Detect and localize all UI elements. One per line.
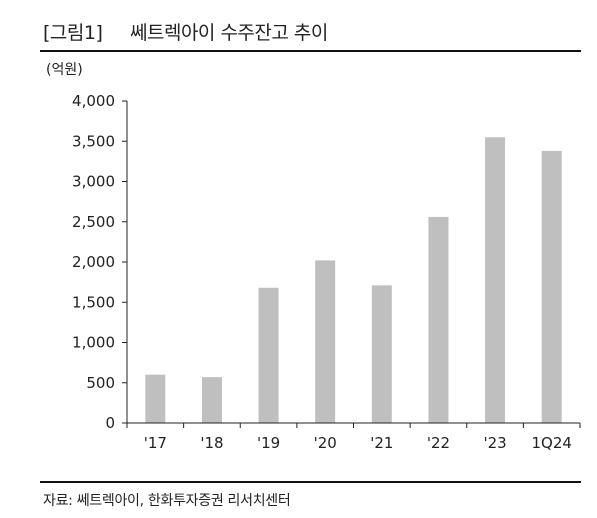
y-tick-label: 3,500: [72, 132, 115, 150]
bars: [145, 137, 562, 423]
bar: [258, 287, 279, 423]
bar: [541, 150, 562, 423]
figure-header: [그림1] 쎄트렉아이 수주잔고 추이: [0, 0, 597, 48]
y-unit-label: (억원): [46, 62, 83, 78]
bar: [485, 137, 506, 423]
y-tick-label: 2,500: [72, 213, 115, 231]
x-tick-label: '20: [314, 434, 337, 452]
y-tick-label: 4,000: [72, 92, 115, 110]
x-tick-label: '21: [370, 434, 393, 452]
bottom-divider: [40, 481, 581, 483]
bar: [428, 216, 449, 423]
y-tick-label: 3,000: [72, 173, 115, 191]
x-tick-label: '23: [483, 434, 506, 452]
y-tick-label: 1,000: [72, 334, 115, 352]
top-divider: [40, 50, 581, 52]
bar: [315, 260, 336, 423]
bar-chart: (억원) 0 500 1,000 1,500 2,000 2,500 3,000 3,500 4…: [46, 62, 581, 452]
bar: [371, 285, 392, 423]
source-note: 자료: 쎄트렉아이, 한화투자증권 리서치센터: [43, 493, 291, 509]
y-tick-label: 500: [86, 374, 115, 392]
y-axis: 0 500 1,000 1,500 2,000 2,500 3,000 3,500 4,000: [72, 92, 128, 432]
chart-title: 쎄트렉아이 수주잔고 추이: [130, 22, 328, 44]
x-tick-label: 1Q24: [531, 434, 571, 452]
chart-area: (억원) 0 500 1,000 1,500 2,000 2,500 3,000 3,500 4…: [0, 52, 597, 481]
y-tick-label: 0: [105, 414, 115, 432]
x-axis: '17 '18 '19 '20 '21 '22 '23 1Q24: [126, 422, 581, 452]
figure-label: [그림1]: [43, 22, 103, 44]
x-tick-label: '17: [144, 434, 167, 452]
x-tick-label: '22: [427, 434, 450, 452]
y-tick-label: 2,000: [72, 253, 115, 271]
x-tick-label: '19: [257, 434, 280, 452]
bar: [145, 374, 166, 423]
x-tick-label: '18: [200, 434, 223, 452]
y-tick-label: 1,500: [72, 293, 115, 311]
bar: [201, 377, 222, 423]
